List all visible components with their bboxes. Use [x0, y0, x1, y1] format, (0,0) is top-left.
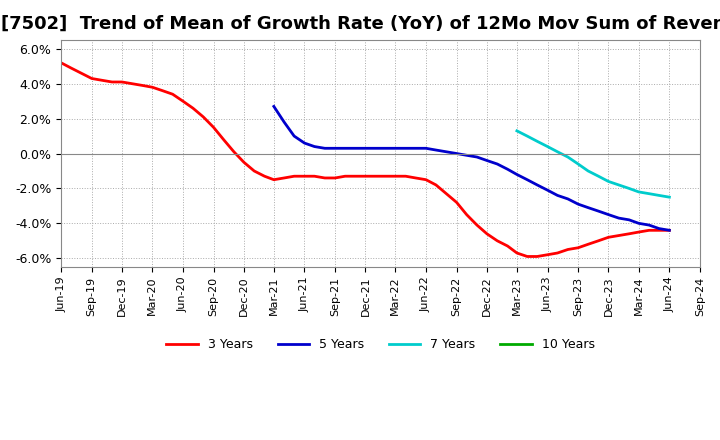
Legend: 3 Years, 5 Years, 7 Years, 10 Years: 3 Years, 5 Years, 7 Years, 10 Years: [161, 333, 600, 356]
Title: [7502]  Trend of Mean of Growth Rate (YoY) of 12Mo Mov Sum of Revenues: [7502] Trend of Mean of Growth Rate (YoY…: [1, 15, 720, 33]
